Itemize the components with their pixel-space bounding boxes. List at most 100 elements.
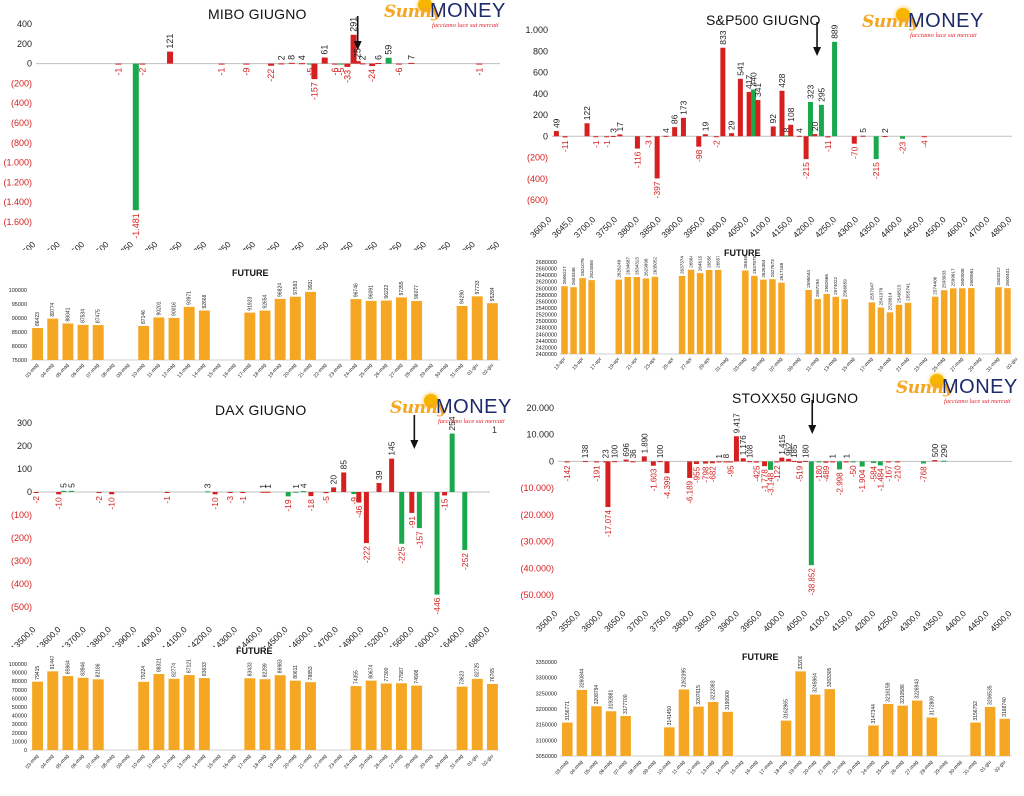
x-tick-label: 06-mag bbox=[598, 759, 614, 776]
data-label: 20 bbox=[810, 121, 820, 131]
data-label: -3 bbox=[225, 496, 235, 504]
panel-title: S&P500 GIUGNO bbox=[706, 12, 821, 28]
future-data-label: 2617168 bbox=[779, 262, 784, 280]
x-tick-label: 18-mag bbox=[252, 753, 268, 770]
x-tick-label: 16800,0 bbox=[463, 624, 492, 647]
x-tick-label: 13800,0 bbox=[84, 624, 113, 647]
y-tick-label: 75000 bbox=[12, 358, 27, 364]
future-data-label: 3262395 bbox=[681, 668, 687, 688]
future-bar bbox=[940, 290, 948, 354]
bar bbox=[687, 461, 693, 478]
y-tick-label: 80000 bbox=[12, 679, 27, 685]
data-label: -2 bbox=[137, 68, 147, 76]
bar bbox=[899, 136, 905, 139]
data-label: 323 bbox=[805, 84, 815, 98]
future-bar bbox=[605, 711, 617, 756]
x-tick-label: 13-mag bbox=[823, 356, 839, 373]
bar bbox=[767, 461, 773, 470]
data-label: 185 bbox=[790, 444, 799, 458]
future-bar bbox=[198, 310, 210, 360]
data-label: -768 bbox=[919, 466, 928, 483]
future-bar bbox=[138, 681, 150, 750]
bar bbox=[344, 63, 351, 67]
future-bar bbox=[62, 323, 74, 360]
bar bbox=[278, 63, 285, 65]
future-data-label: 3245964 bbox=[813, 673, 819, 693]
x-tick-label: 14500,0 bbox=[261, 624, 290, 647]
bar bbox=[605, 461, 611, 508]
bar bbox=[356, 492, 362, 503]
x-tick-label: 23-apr bbox=[644, 356, 658, 371]
bar bbox=[584, 123, 590, 137]
future-data-label: 3147344 bbox=[871, 704, 877, 724]
data-label: 8 bbox=[781, 127, 791, 132]
x-tick-label: 05-mag bbox=[750, 356, 766, 373]
future-data-label: 2599817 bbox=[951, 268, 956, 286]
x-tick-label: 3700,0 bbox=[625, 608, 651, 634]
bar bbox=[770, 126, 776, 137]
x-tick-label: 13-mag bbox=[176, 362, 192, 379]
data-label: 1 bbox=[258, 484, 268, 489]
bar bbox=[779, 457, 785, 462]
bar bbox=[553, 131, 559, 137]
bar bbox=[416, 492, 422, 529]
y-tick-label: 2480000 bbox=[536, 326, 557, 332]
data-label: -180 bbox=[815, 465, 824, 482]
future-bar bbox=[805, 289, 812, 354]
data-label: 4 bbox=[298, 483, 308, 488]
x-tick-label: 30-mag bbox=[434, 362, 450, 379]
data-label: 500 bbox=[931, 443, 940, 457]
x-tick-label: 01-giu bbox=[979, 759, 993, 774]
future-data-label: 91923 bbox=[247, 296, 253, 310]
x-tick-label: 01-giu bbox=[466, 753, 480, 768]
data-label: -397 bbox=[652, 181, 662, 198]
data-label: 2 bbox=[276, 55, 286, 60]
x-tick-label: 12-mag bbox=[161, 362, 177, 379]
future-bar bbox=[365, 300, 377, 360]
data-label: 49 bbox=[551, 118, 561, 128]
bar bbox=[818, 104, 824, 137]
x-tick-label: 4350,0 bbox=[920, 608, 946, 634]
future-bar bbox=[705, 269, 713, 354]
future-title: FUTURE bbox=[232, 268, 269, 278]
future-bar bbox=[153, 674, 165, 750]
y-tick-label: 3200000 bbox=[536, 707, 557, 713]
x-tick-label: 21-mag bbox=[817, 759, 833, 776]
future-title: FUTURE bbox=[742, 652, 779, 662]
x-tick-label: 23-mag bbox=[328, 753, 344, 770]
future-data-label: 2637374 bbox=[680, 256, 685, 274]
x-tick-label: 12-mag bbox=[161, 753, 177, 770]
future-data-label: 83946 bbox=[81, 662, 87, 676]
future-bar bbox=[693, 706, 704, 756]
future-data-label: 2655675 bbox=[707, 256, 712, 268]
data-label: -167 bbox=[885, 465, 894, 482]
bar bbox=[332, 63, 339, 65]
x-tick-label: 17-mag bbox=[237, 753, 253, 770]
x-tick-label: 20-mag bbox=[282, 362, 298, 379]
future-bar bbox=[615, 279, 623, 354]
x-tick-label: 27750 bbox=[429, 239, 453, 250]
future-bar bbox=[244, 312, 256, 360]
future-data-label: 2603346 bbox=[571, 267, 576, 285]
y-tick-label: (20.000) bbox=[520, 510, 554, 520]
y-tick-label: (1.000) bbox=[3, 158, 32, 168]
y-tick-label: 2520000 bbox=[536, 313, 557, 319]
bar bbox=[582, 461, 588, 463]
data-label: 7 bbox=[406, 55, 416, 60]
data-label: 4 bbox=[297, 55, 307, 60]
future-bar bbox=[365, 680, 377, 750]
future-data-label: 78853 bbox=[308, 666, 314, 680]
future-data-label: 2637878 bbox=[752, 256, 757, 274]
panel-mibo: MIBO GIUGNO Sunny MONEY facciamo luce su… bbox=[0, 0, 512, 392]
future-data-label: 97355 bbox=[399, 281, 405, 295]
x-tick-label: 29-mag bbox=[933, 759, 949, 776]
data-label: -955 bbox=[692, 466, 701, 483]
y-tick-label: 2600000 bbox=[536, 286, 557, 292]
future-data-label: 88041 bbox=[65, 307, 71, 321]
future-bar bbox=[751, 275, 758, 354]
data-label: 295 bbox=[816, 87, 826, 101]
sun-icon bbox=[424, 394, 438, 408]
future-bar bbox=[456, 305, 468, 360]
future-bar bbox=[576, 689, 588, 756]
bar bbox=[680, 117, 686, 137]
